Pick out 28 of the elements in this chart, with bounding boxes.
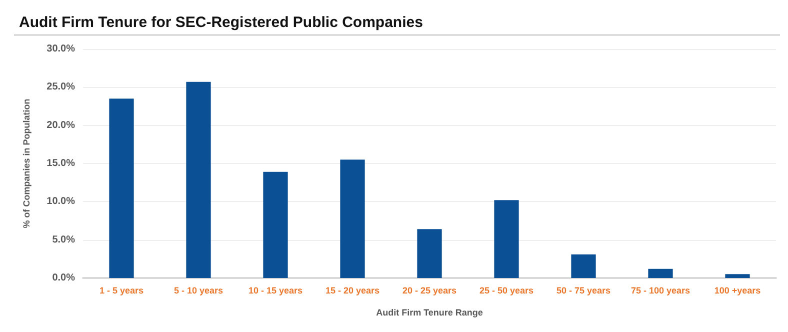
x-tick-label: 10 - 15 years: [248, 286, 303, 296]
x-tick-label: 50 - 75 years: [556, 286, 611, 296]
bar: [648, 268, 673, 278]
x-tick-label: 5 - 10 years: [174, 286, 224, 296]
bar: [340, 160, 365, 278]
x-tick-label: 100 +years: [714, 286, 761, 296]
bar: [571, 254, 596, 278]
bar: [725, 274, 750, 278]
bar: [109, 98, 134, 278]
chart-title: Audit Firm Tenure for SEC-Registered Public Companies: [19, 14, 423, 31]
y-tick-label: 25.0%: [46, 82, 76, 93]
x-tick-label: 25 - 50 years: [479, 286, 534, 296]
y-tick-label: 0.0%: [52, 272, 76, 284]
y-tick-label: 10.0%: [46, 196, 76, 208]
x-tick-label: 75 - 100 years: [630, 286, 690, 296]
y-tick-label: 15.0%: [46, 158, 76, 169]
bar: [494, 200, 519, 278]
y-tick-label: 30.0%: [46, 44, 76, 54]
y-tick-label: 20.0%: [46, 120, 76, 131]
y-axis-title: % of Companies in Population: [22, 98, 32, 228]
x-tick-label: 15 - 20 years: [325, 286, 380, 296]
bar: [186, 82, 211, 278]
x-axis-title: Audit Firm Tenure Range: [376, 308, 483, 318]
x-tick-label: 20 - 25 years: [402, 286, 457, 296]
x-tick-label: 1 - 5 years: [99, 286, 144, 296]
y-tick-label: 5.0%: [52, 234, 76, 246]
bar: [263, 172, 288, 278]
bar: [417, 229, 442, 278]
